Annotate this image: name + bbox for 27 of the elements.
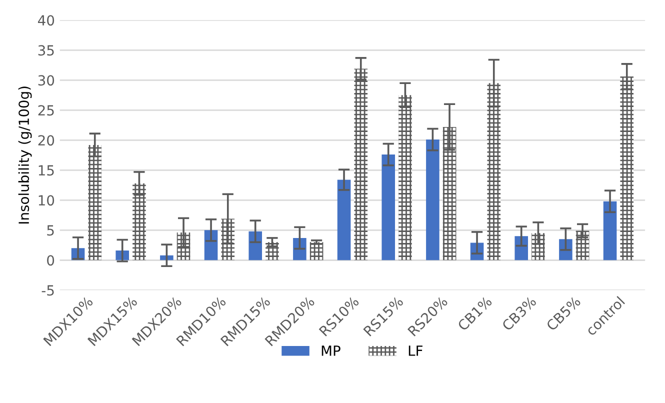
y-tick-label: 20 [38,135,54,146]
bar [382,154,396,260]
y-tick-label: -5 [42,285,54,296]
y-tick-label: 10 [38,195,54,206]
bar [487,83,501,260]
y-tick-label: 5 [47,225,54,236]
y-tick-label: 25 [38,105,54,116]
y-tick-label: 0 [47,255,54,266]
bar [88,144,102,260]
bar [603,201,617,260]
legend-label: MP [322,346,340,356]
bar [354,68,368,260]
bar [576,230,590,260]
y-axis-title: Insolubility (g/100g) [18,86,32,224]
bar [514,236,528,260]
legend-label: LF [408,346,422,356]
y-tick-label: 40 [38,15,54,26]
bar [398,95,412,260]
y-tick-label: 35 [38,45,54,56]
y-tick-label: 15 [38,165,54,176]
y-tick-label: 30 [38,75,54,86]
bar [620,76,634,260]
bar [337,180,351,260]
bar [132,183,146,260]
bar [426,140,440,260]
bar [248,231,262,260]
bar [442,126,456,260]
